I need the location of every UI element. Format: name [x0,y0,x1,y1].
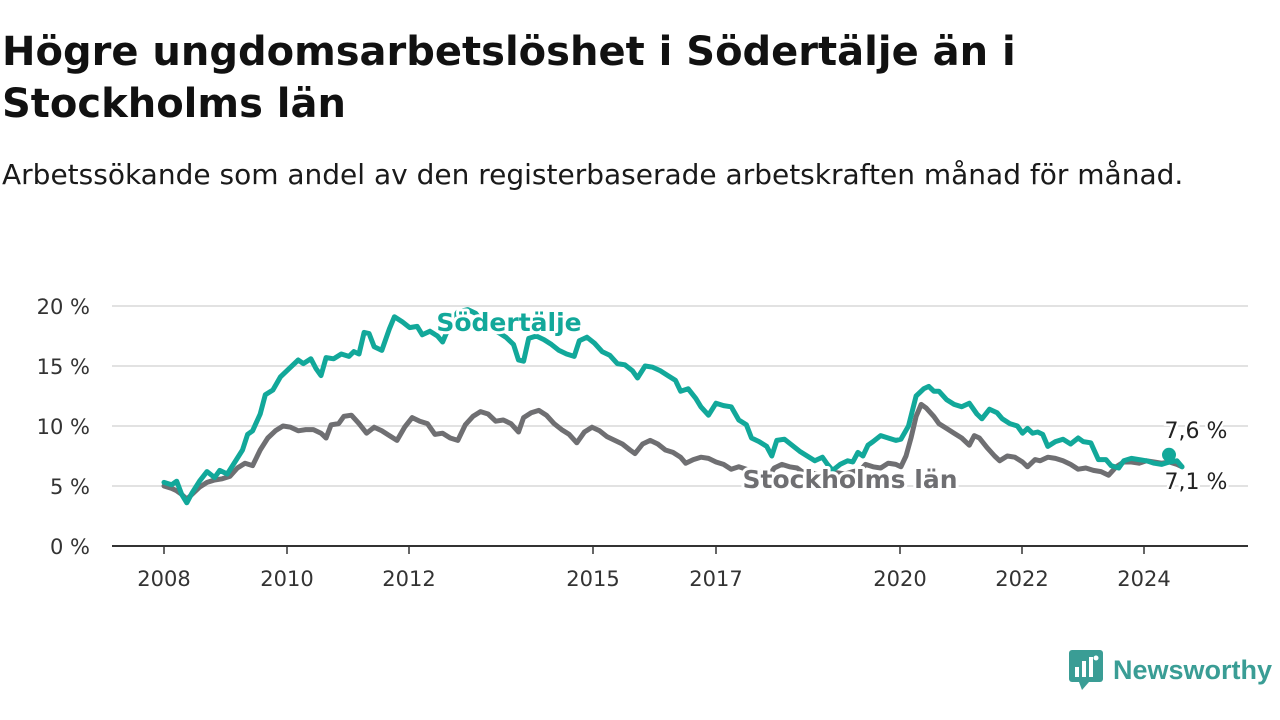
series-label-sodertalje: Södertälje [436,308,581,337]
y-tick-label: 10 % [37,415,90,439]
y-tick-label: 5 % [50,475,90,499]
series-line-stockholms-lan [161,401,1185,502]
x-tick-label: 2012 [382,567,435,591]
newsworthy-logo: Newsworthy [1068,650,1272,690]
y-tick-label: 0 % [50,535,90,559]
y-tick-label: 15 % [37,355,90,379]
series-label-stockholms-lan: Stockholms län [743,465,958,494]
series-end-marker-sodertalje [1162,447,1176,462]
newsworthy-logo-icon [1068,650,1103,690]
x-tick-label: 2008 [137,567,190,591]
line-chart: 0 % 5 % 10 % 15 % 20 % 2008 2010 2012 2015 2017 20… [37,295,1248,591]
end-value-label-sodertalje: 7,6 % [1165,419,1228,444]
x-tick-label: 2020 [873,567,926,591]
y-tick-label: 20 % [37,295,90,319]
series-line-sodertalje [161,307,1185,506]
x-tick-label: 2010 [260,567,313,591]
chart-title: Högre ungdomsarbetslöshet i Södertälje ä… [2,29,1016,127]
logo-text: Newsworthy [1112,654,1272,685]
x-tick-label: 2022 [995,567,1048,591]
x-tick-label: 2015 [566,567,619,591]
x-tick-label: 2024 [1117,567,1170,591]
x-tick-label: 2017 [689,567,742,591]
end-value-label-stockholms-lan: 7,1 % [1165,470,1228,495]
chart-subtitle: Arbetssökande som andel av den registerb… [2,158,1184,191]
